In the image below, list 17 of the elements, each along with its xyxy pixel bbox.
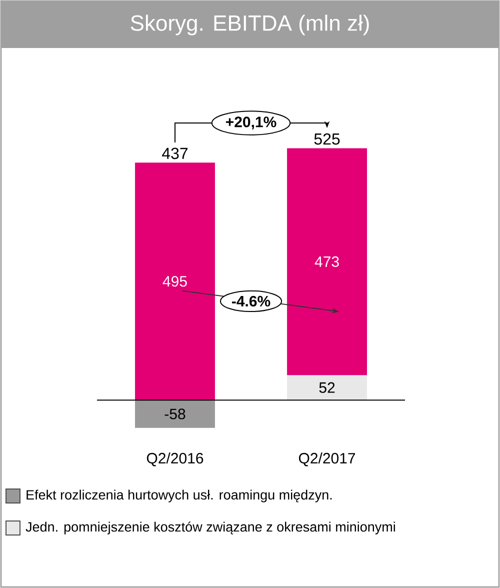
data-label: 495 xyxy=(162,276,187,287)
x-tick-label: Q2/2017 xyxy=(298,452,356,466)
data-label: 473 xyxy=(314,256,339,267)
total-label: 437 xyxy=(162,148,188,160)
annotation: -4.6% xyxy=(232,296,270,307)
bar xyxy=(287,375,367,400)
data-label: -58 xyxy=(164,408,186,420)
bar xyxy=(287,148,367,376)
legend-label: Efekt rozliczenia hurtowych usł. roamingu międzyn. xyxy=(26,490,332,502)
x-tick-label: Q2/2016 xyxy=(146,452,204,466)
text: +20,1% xyxy=(226,116,276,130)
total-label: 525 xyxy=(314,133,340,145)
bar xyxy=(135,162,215,400)
chart-title: Skoryg. EBITDA (mln zł) xyxy=(130,14,369,36)
data-label: 52 xyxy=(319,382,335,393)
bar xyxy=(135,400,215,428)
legend-label: Jedn. pomniejszenie kosztów związane z okresami minionymi xyxy=(26,522,395,534)
